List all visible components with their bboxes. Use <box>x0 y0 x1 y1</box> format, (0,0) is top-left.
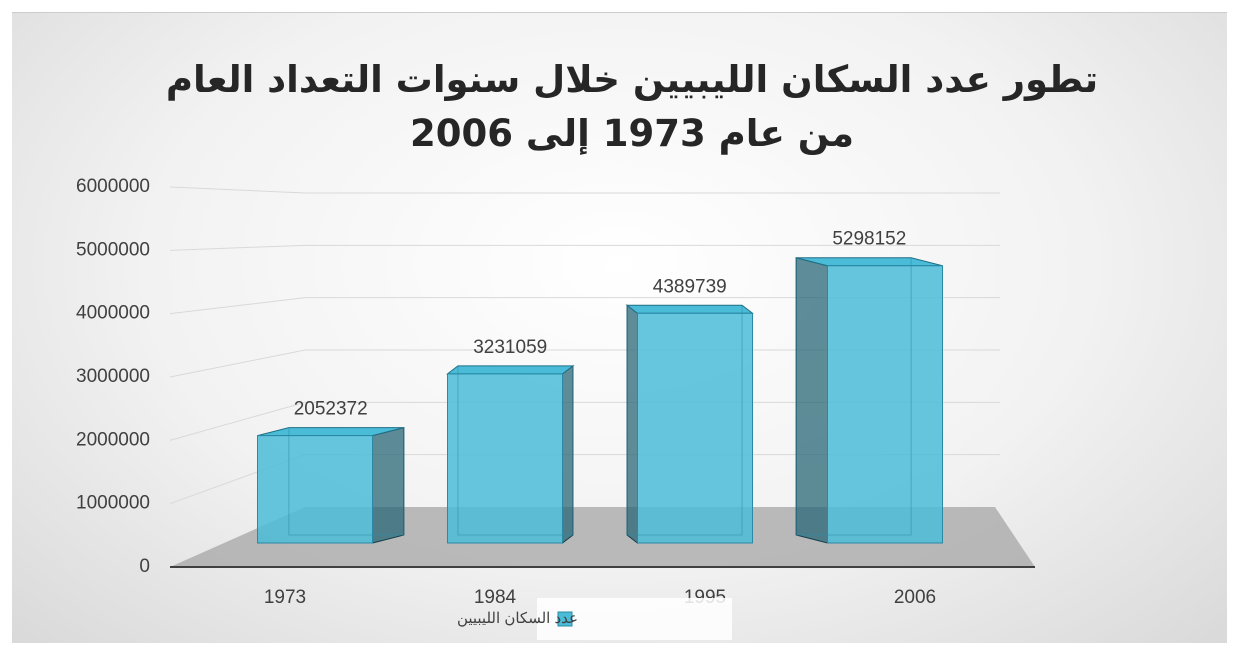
x-tick-label: 1973 <box>264 587 306 608</box>
grid-line <box>169 401 1000 441</box>
y-tick-label: 5000000 <box>76 239 150 260</box>
bar <box>795 257 943 544</box>
grid-line <box>169 186 1000 194</box>
bar-edge <box>457 365 574 536</box>
y-tick-label: 3000000 <box>76 366 150 387</box>
bar-edge <box>626 305 743 536</box>
bar-front <box>827 265 943 544</box>
y-tick-label: 4000000 <box>76 303 150 324</box>
bar-side <box>372 426 405 544</box>
bar <box>257 426 405 544</box>
x-tick-label: 1984 <box>474 587 517 608</box>
bar <box>446 364 575 545</box>
value-label: 2052372 <box>294 399 368 420</box>
legend-swatch <box>557 611 573 627</box>
bar-front <box>637 312 753 544</box>
bar-front <box>447 373 563 544</box>
value-label: 5298152 <box>832 229 906 250</box>
value-label: 4389739 <box>653 276 727 297</box>
grid-line <box>169 297 1000 315</box>
y-tick-label: 1000000 <box>76 493 150 514</box>
grid-line <box>169 244 1000 251</box>
grid-line <box>169 349 1000 378</box>
bar-top <box>625 304 754 314</box>
bar-side <box>795 257 828 544</box>
y-tick-label: 2000000 <box>76 429 150 450</box>
bar-side <box>626 304 638 545</box>
legend-label: عدد السكان الليبيين <box>457 610 578 627</box>
value-label: 3231059 <box>473 337 547 358</box>
bar-side <box>562 364 574 545</box>
y-tick-label: 6000000 <box>76 176 150 197</box>
chart-title: تطور عدد السكان الليبيين خلال سنوات التع… <box>165 58 1099 155</box>
bar-edge <box>795 257 912 536</box>
bar-front <box>257 435 373 544</box>
x-tick-label: 2006 <box>894 587 936 608</box>
y-tick-label: 0 <box>139 556 150 577</box>
bar-top <box>446 365 575 375</box>
bar-edge <box>288 427 405 536</box>
bar <box>625 304 754 545</box>
